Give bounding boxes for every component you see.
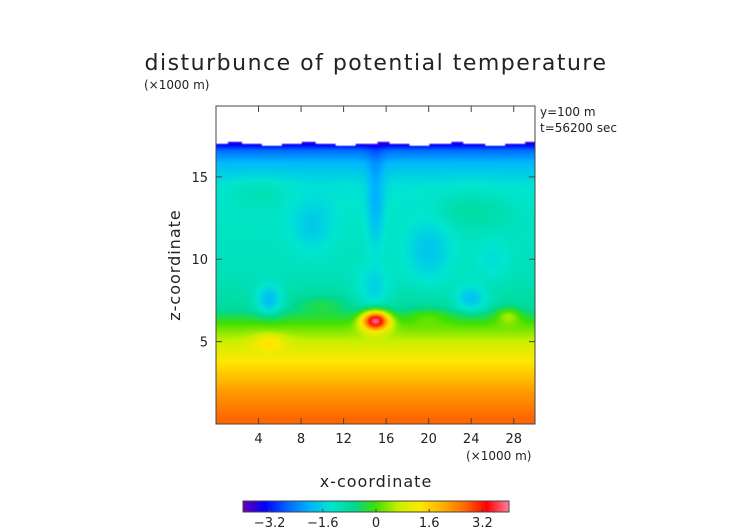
colorbar: −3.2 −1.6 0 1.6 3.2 <box>242 500 510 531</box>
y-tick-label: 15 <box>191 171 208 186</box>
x-tick-label: 20 <box>420 432 437 447</box>
y-tick-label: 10 <box>191 253 208 268</box>
y-axis-unit: (×1000 m) <box>144 78 209 92</box>
x-tick-label: 4 <box>254 432 262 447</box>
colorbar-tick-label: −1.6 <box>307 516 339 531</box>
plot-area: 4 8 12 16 20 24 28 5 10 15 <box>191 105 536 447</box>
x-tick-label: 8 <box>297 432 305 447</box>
colorbar-tick-label: −3.2 <box>254 516 286 531</box>
x-tick-label: 16 <box>378 432 395 447</box>
y-tick-label: 5 <box>200 336 208 351</box>
x-tick-label: 12 <box>335 432 352 447</box>
x-ticks: 4 8 12 16 20 24 28 <box>254 106 522 447</box>
x-tick-label: 28 <box>505 432 522 447</box>
x-axis-label: x-coordinate <box>320 472 433 491</box>
annotation-time: t=56200 sec <box>540 121 617 135</box>
y-ticks: 5 10 15 <box>191 171 535 351</box>
x-tick-label: 24 <box>463 432 480 447</box>
plot-frame <box>215 105 536 425</box>
colorbar-tick-label: 1.6 <box>419 516 440 531</box>
temperature-field <box>216 106 535 424</box>
colorbar-ticks: −3.2 −1.6 0 1.6 3.2 <box>254 509 493 531</box>
y-axis-label: z-coordinate <box>165 209 184 321</box>
colorbar-tick-label: 3.2 <box>472 516 493 531</box>
chart-title: disturbunce of potential temperature <box>145 51 608 76</box>
x-axis-unit: (×1000 m) <box>466 449 531 463</box>
colorbar-tick-label: 0 <box>372 516 380 531</box>
colorbar-gradient <box>243 501 509 512</box>
annotation-y: y=100 m <box>540 105 596 119</box>
